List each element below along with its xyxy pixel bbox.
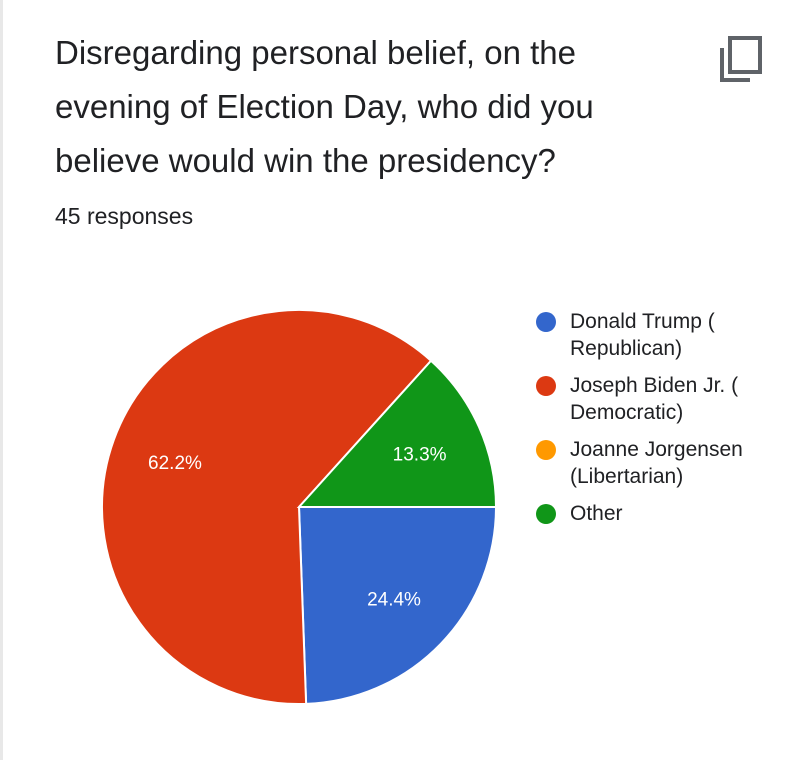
pie-slice-label-1: 62.2% [148,453,202,474]
legend-swatch-2 [536,440,556,460]
response-count: 45 responses [55,203,194,229]
legend-item-3[interactable]: Other [536,500,776,527]
legend-label-1: Joseph Biden Jr. ( Democratic) [570,374,739,424]
legend-item-2[interactable]: Joanne Jorgensen (Libertarian) [536,436,776,490]
pie-slice-label-3: 13.3% [393,444,447,465]
legend-swatch-0 [536,312,556,332]
legend-swatch-3 [536,504,556,524]
copy-icon [720,36,762,82]
chart-legend: Donald Trump ( Republican) Joseph Biden J… [536,308,776,537]
legend-label-2: Joanne Jorgensen (Libertarian) [570,438,743,488]
pie-slice-0[interactable] [297,506,498,705]
legend-swatch-1 [536,376,556,396]
legend-label-0: Donald Trump ( Republican) [570,310,715,360]
copy-chart-button[interactable] [712,32,768,88]
pie-slice-3[interactable] [296,359,498,508]
card-edge [0,0,3,760]
question-title: Disregarding personal belief, on the eve… [55,34,594,179]
pie-slice-label-0: 24.4% [367,590,421,611]
legend-item-1[interactable]: Joseph Biden Jr. ( Democratic) [536,372,776,426]
legend-item-0[interactable]: Donald Trump ( Republican) [536,308,776,362]
pie-slice-1[interactable] [101,309,433,705]
legend-label-3: Other [570,502,623,525]
